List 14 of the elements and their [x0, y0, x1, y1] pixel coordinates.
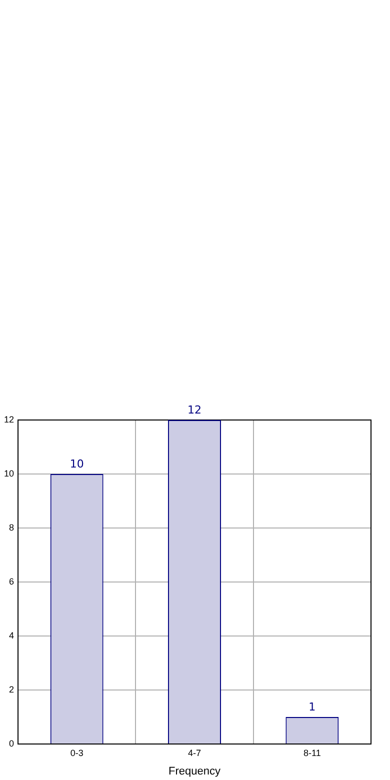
x-tick-label: 0-3 — [70, 748, 84, 758]
data-label: 1 — [308, 700, 316, 714]
data-label: 12 — [188, 403, 202, 416]
y-tick-label: 0 — [8, 738, 14, 748]
x-tick-label: 8-11 — [303, 748, 321, 758]
y-tick-label: 12 — [4, 414, 14, 424]
x-tick-label: 4-7 — [188, 748, 202, 758]
y-tick-label: 6 — [8, 576, 14, 586]
y-tick-label: 8 — [8, 522, 14, 532]
data-label: 10 — [70, 457, 84, 470]
y-tick-label: 4 — [8, 630, 14, 640]
x-axis-title: Frequency — [168, 765, 221, 778]
y-tick-label: 10 — [4, 468, 14, 478]
y-tick-label: 2 — [8, 684, 14, 694]
